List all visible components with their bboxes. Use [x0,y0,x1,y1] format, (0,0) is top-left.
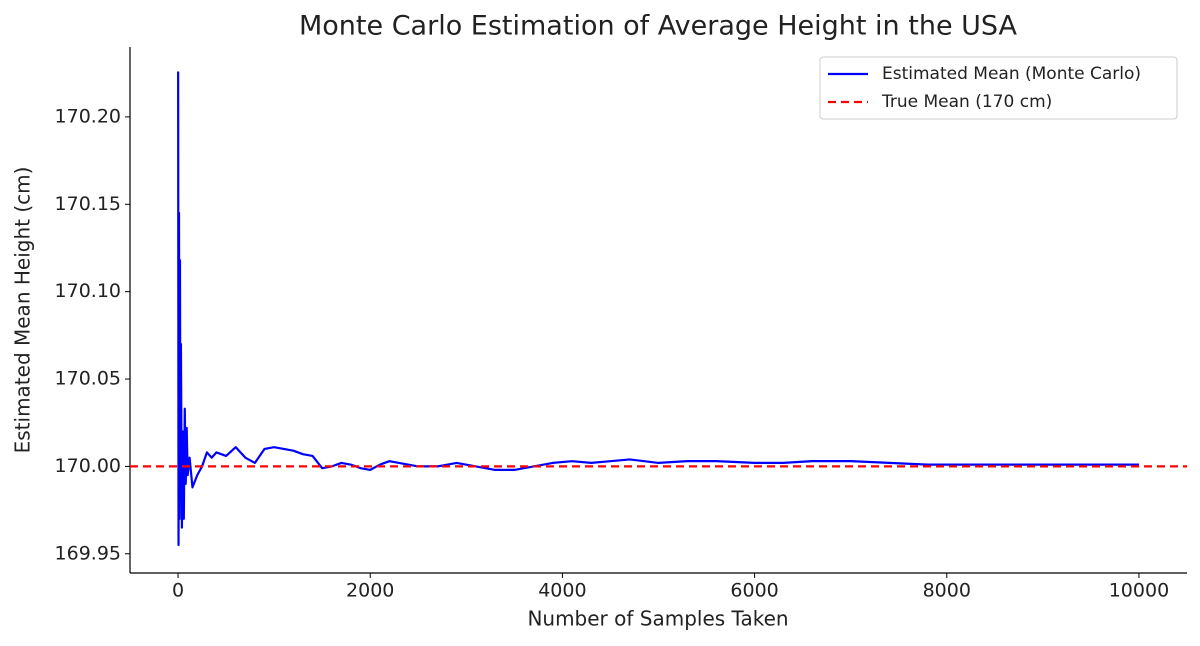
y-tick-label: 169.95 [55,542,121,564]
legend-label: True Mean (170 cm) [881,92,1052,112]
x-axis-label: Number of Samples Taken [527,607,788,631]
x-tick-label: 0 [172,580,184,602]
y-axis-label: Estimated Mean Height (cm) [11,167,35,454]
y-tick-label: 170.05 [55,368,121,390]
x-tick-label: 6000 [730,580,778,602]
data-line [177,71,1139,547]
y-tick-label: 170.00 [55,455,121,477]
x-tick-label: 10000 [1109,580,1169,602]
legend-box [819,56,1178,120]
x-tick-label: 4000 [538,580,586,602]
y-tick-label: 170.15 [55,193,121,215]
legend-label: Estimated Mean (Monte Carlo) [882,64,1141,84]
x-tick-label: 2000 [346,580,394,602]
y-tick-label: 170.20 [55,105,121,127]
chart-title: Monte Carlo Estimation of Average Height… [299,11,1018,42]
y-tick-label: 170.10 [55,280,121,302]
x-tick-label: 8000 [923,580,971,602]
